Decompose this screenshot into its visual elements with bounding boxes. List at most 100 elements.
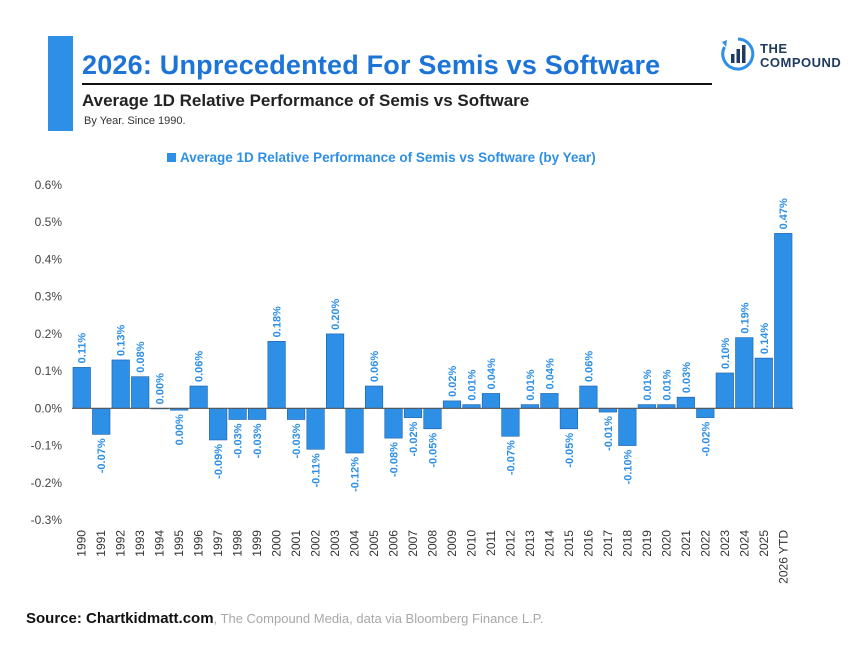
data-label: 0.00% — [155, 373, 167, 404]
x-tick-label: 1990 — [75, 530, 89, 557]
bar — [754, 357, 773, 409]
x-tick-label: 2018 — [620, 530, 634, 557]
bar — [618, 408, 637, 446]
data-label: 0.08% — [135, 341, 147, 372]
x-tick-label: 2000 — [270, 530, 284, 557]
bar — [540, 393, 559, 409]
x-tick-label: 2012 — [503, 530, 517, 557]
x-tick-label: 2025 — [757, 530, 771, 557]
x-tick-label: 1995 — [172, 530, 186, 557]
x-tick-label: 2013 — [523, 530, 537, 557]
x-tick-label: 2007 — [406, 530, 420, 557]
y-tick-label: 0.5% — [35, 215, 63, 229]
x-tick-label: 2010 — [464, 530, 478, 557]
x-tick-label: 2008 — [426, 530, 440, 557]
data-label: -0.11% — [311, 453, 323, 487]
data-label: 0.01% — [466, 369, 478, 400]
data-label: 0.10% — [720, 338, 732, 369]
y-tick-label: -0.2% — [31, 476, 63, 490]
y-tick-label: -0.3% — [31, 513, 63, 527]
data-label: -0.12% — [350, 457, 362, 492]
data-label: -0.07% — [505, 440, 517, 475]
bar — [579, 385, 598, 409]
bar — [228, 408, 247, 420]
bar — [92, 408, 111, 435]
bar — [209, 408, 228, 441]
source-rest: , The Compound Media, data via Bloomberg… — [213, 611, 544, 626]
data-label: -0.02% — [408, 421, 420, 456]
x-tick-label: 2017 — [601, 530, 615, 557]
source-line: Source: Chartkidmatt.com, The Compound M… — [26, 610, 543, 627]
data-label: 0.19% — [739, 302, 751, 333]
data-label: 0.04% — [486, 358, 498, 389]
chart-subtitle: Average 1D Relative Performance of Semis… — [82, 91, 530, 110]
bar — [267, 341, 286, 409]
data-label: 0.06% — [369, 351, 381, 382]
bar — [364, 385, 384, 409]
legend-label: Average 1D Relative Performance of Semis… — [180, 150, 596, 165]
data-label: 0.03% — [681, 362, 693, 393]
x-tick-label: 1993 — [133, 530, 147, 557]
y-tick-label: 0.1% — [35, 364, 63, 378]
x-tick-label: 2004 — [348, 530, 362, 557]
y-tick-label: 0.2% — [35, 327, 63, 341]
data-label: 0.01% — [642, 369, 654, 400]
bar — [676, 396, 695, 409]
logo-text: THE COMPOUND — [760, 42, 841, 70]
bar — [501, 408, 520, 437]
bar — [559, 408, 578, 430]
the-compound-logo: THE COMPOUND — [720, 36, 850, 76]
x-tick-label: 2011 — [484, 530, 498, 556]
bar — [306, 408, 325, 450]
chart-note: By Year. Since 1990. — [84, 115, 186, 127]
data-label: 0.01% — [525, 369, 537, 400]
bar — [345, 408, 364, 454]
x-tick-label: 2003 — [328, 530, 342, 557]
data-label: -0.03% — [233, 423, 245, 458]
data-label: -0.08% — [389, 442, 401, 477]
title-underline — [82, 83, 712, 85]
x-tick-label: 1997 — [211, 530, 225, 557]
x-tick-label: 2021 — [679, 530, 693, 557]
bar — [287, 408, 306, 420]
bar — [72, 367, 91, 409]
bar — [111, 359, 130, 409]
y-tick-label: 0.0% — [35, 401, 63, 415]
x-tick-label: 2002 — [309, 530, 323, 557]
data-label: 0.14% — [759, 323, 771, 354]
data-label: -0.05% — [564, 433, 576, 468]
bar — [325, 333, 345, 409]
logo-line-2: COMPOUND — [760, 55, 842, 70]
data-label: 0.00% — [174, 414, 186, 445]
x-tick-label: 2015 — [562, 530, 576, 557]
data-label: 0.06% — [194, 351, 206, 382]
x-tick-label: 2009 — [445, 530, 459, 557]
x-tick-label: 2023 — [718, 530, 732, 557]
bar — [423, 408, 442, 430]
bar — [481, 393, 501, 409]
bar — [248, 408, 267, 420]
data-label: -0.10% — [622, 449, 634, 484]
x-tick-label: 2022 — [698, 530, 712, 557]
bar — [715, 372, 734, 409]
x-tick-label: 2020 — [659, 530, 673, 557]
bar — [696, 408, 715, 418]
chart-title: 2026: Unprecedented For Semis vs Softwar… — [82, 50, 661, 80]
x-tick-label: 2014 — [542, 530, 556, 557]
bar — [735, 337, 754, 409]
data-label: -0.09% — [213, 444, 225, 479]
data-label: 0.04% — [544, 358, 556, 389]
x-tick-label: 2019 — [640, 530, 654, 557]
x-tick-label: 1991 — [94, 530, 108, 557]
y-tick-label: 0.3% — [35, 290, 63, 304]
data-label: 0.20% — [330, 298, 342, 329]
logo-line-1: THE — [760, 41, 788, 56]
data-label: -0.07% — [96, 438, 108, 473]
data-label: 0.02% — [447, 365, 459, 396]
data-label: -0.02% — [700, 421, 712, 456]
x-tick-label: 1992 — [114, 530, 128, 557]
bar — [403, 408, 423, 418]
bar — [384, 408, 403, 439]
data-label: 0.11% — [77, 333, 89, 364]
chart-legend: Average 1D Relative Performance of Semis… — [167, 150, 596, 165]
